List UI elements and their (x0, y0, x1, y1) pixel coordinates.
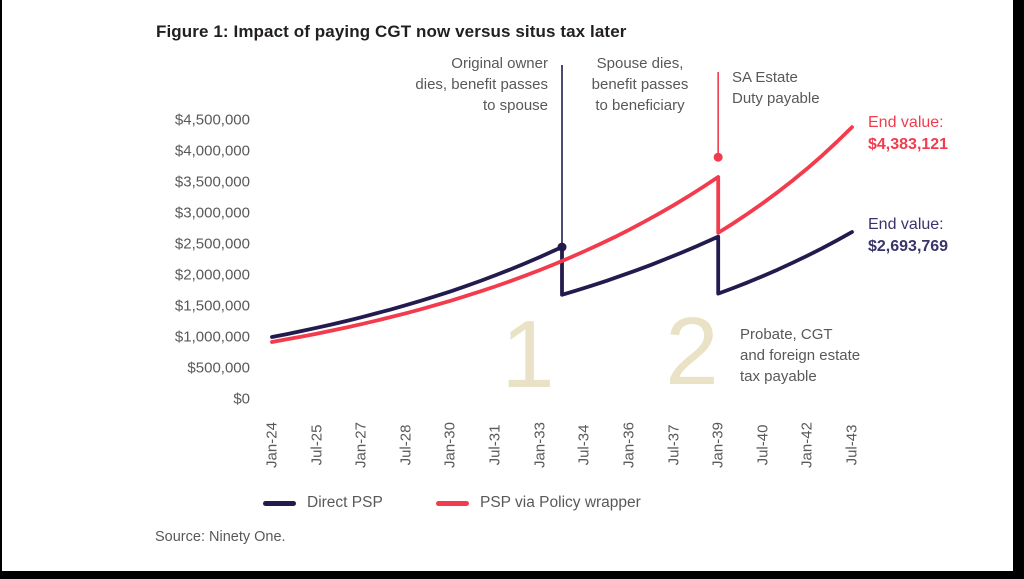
annotation-text-line: Spouse dies, (596, 55, 684, 72)
series-line-direct-psp (270, 230, 854, 339)
y-tick-label: $3,500,000 (174, 173, 250, 191)
x-tick-label: Jul-25 (308, 424, 326, 466)
annotation-text-line: tax payable (740, 368, 817, 385)
end-value-direct-psp: End value: $2,693,769 (868, 214, 948, 258)
annotation-text-line: benefit passes (591, 76, 689, 93)
x-tick-label: Jan-24 (263, 422, 281, 468)
x-tick-label: Jan-39 (709, 422, 727, 468)
x-tick-label: Jul-37 (665, 424, 683, 466)
annotation-text-line: Duty payable (732, 90, 820, 107)
annotation-text-line: Original owner (451, 55, 548, 72)
y-tick-label: $0 (233, 390, 250, 408)
x-tick-label: Jan-27 (352, 422, 370, 468)
annotation-text-line: Probate, CGT (740, 326, 833, 343)
annotation-spouse-dies: Spouse dies, benefit passes to beneficia… (592, 53, 689, 116)
x-tick-label: Jan-30 (441, 422, 459, 468)
y-tick-label: $3,000,000 (174, 204, 250, 222)
x-tick-label: Jan-36 (620, 422, 638, 468)
event-marker-dot-sa-estate-duty (713, 152, 723, 162)
legend-swatch-direct-psp (263, 500, 296, 506)
annotation-sa-estate-duty: SA Estate Duty payable (732, 67, 820, 109)
x-tick-label: Jul-43 (843, 424, 861, 466)
series-line-psp-via-policy-wrapper (270, 125, 854, 344)
annotation-owner-dies: Original owner dies, benefit passes to s… (415, 53, 548, 116)
source-note: Source: Ninety One. (155, 529, 286, 545)
annotation-text-line: dies, benefit passes (415, 76, 548, 93)
annotation-text-line: SA Estate (732, 69, 798, 86)
legend-item-direct-psp: Direct PSP (263, 494, 383, 512)
y-tick-label: $2,500,000 (174, 235, 250, 253)
end-value-amount: $2,693,769 (868, 238, 949, 255)
x-tick-label: Jul-40 (754, 424, 772, 466)
annotation-text-line: to spouse (482, 97, 548, 114)
x-tick-label: Jul-28 (397, 424, 415, 466)
annotation-text-line: and foreign estate (740, 347, 861, 364)
annotation-probate-note: Probate, CGT and foreign estate tax paya… (740, 324, 860, 387)
x-tick-label: Jul-34 (575, 424, 593, 466)
end-value-label: End value: (868, 114, 944, 131)
end-value-policy-wrapper: End value: $4,383,121 (868, 112, 948, 156)
end-value-amount: $4,383,121 (868, 136, 949, 153)
frame-right (1013, 0, 1024, 579)
legend-label: Direct PSP (307, 494, 383, 511)
legend-swatch-policy-wrapper (436, 500, 469, 506)
watermark-number-1: 1 (501, 301, 555, 408)
y-tick-label: $1,000,000 (174, 328, 250, 346)
annotation-text-line: to beneficiary (595, 97, 685, 114)
legend-item-policy-wrapper: PSP via Policy wrapper (436, 494, 641, 512)
legend-label: PSP via Policy wrapper (480, 494, 641, 511)
end-value-label: End value: (868, 216, 944, 233)
y-tick-label: $4,000,000 (174, 142, 250, 160)
frame-bottom (0, 571, 1024, 579)
y-tick-label: $4,500,000 (174, 111, 250, 129)
watermark-number-2: 2 (665, 298, 719, 405)
y-tick-label: $2,000,000 (174, 266, 250, 284)
y-tick-label: $500,000 (187, 359, 250, 377)
y-tick-label: $1,500,000 (174, 297, 250, 315)
figure-title: Figure 1: Impact of paying CGT now versu… (156, 22, 627, 41)
x-tick-label: Jan-33 (531, 422, 549, 468)
x-tick-label: Jul-31 (486, 424, 504, 466)
x-tick-label: Jan-42 (798, 422, 816, 468)
frame-left (0, 0, 2, 579)
